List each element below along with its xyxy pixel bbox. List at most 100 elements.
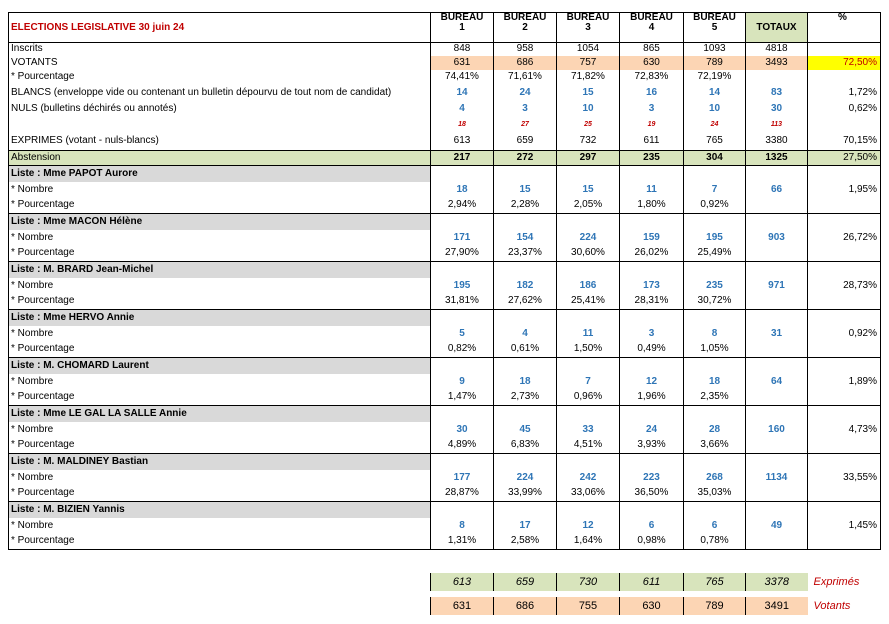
votants-row-total: 3493 — [745, 55, 808, 70]
pourcentage-value: 31,81% — [430, 293, 494, 310]
nombre-value: 6 — [619, 517, 684, 534]
liste-nombre-row: * Nombre 171 154 224 159 195 903 26,72% — [9, 229, 881, 246]
summary-votants-label: Votants — [813, 600, 851, 612]
pourcentage-row-value: 71,61% — [493, 69, 557, 85]
liste-total: 160 — [745, 421, 808, 438]
pourcentage-row-value: 72,83% — [619, 69, 684, 85]
empty-cell — [683, 453, 746, 470]
pourcentage-value: 27,62% — [493, 293, 557, 310]
liste-nombre-row: * Nombre 30 45 33 24 28 160 4,73% — [9, 421, 881, 438]
nombre-value: 18 — [683, 373, 746, 390]
nombre-value: 224 — [493, 469, 557, 486]
pourcentage-row-total — [745, 69, 808, 85]
nombre-value: 5 — [430, 325, 494, 342]
pourcentage-row: * Pourcentage 74,41% 71,61% 71,82% 72,83% 72,… — [9, 69, 881, 85]
pourcentage-value: 30,60% — [556, 245, 620, 262]
nombre-label: * Nombre — [11, 279, 54, 291]
nombre-value: 223 — [619, 469, 684, 486]
empty-cell — [493, 501, 557, 518]
blancs-row-label: BLANCS (enveloppe vide ou contenant un b… — [11, 86, 392, 98]
liste-total: 971 — [745, 277, 808, 294]
pourcentage-value: 28,87% — [430, 485, 494, 502]
bureau-number: 4 — [648, 22, 655, 33]
liste-name: Liste : M. BIZIEN Yannis — [8, 501, 431, 518]
pourcentage-value: 6,83% — [493, 437, 557, 454]
pourcentage-value: 1,05% — [683, 341, 746, 358]
nombre-value: 11 — [556, 325, 620, 342]
pourcentage-row-value: 72,19% — [683, 69, 746, 85]
liste-percent: 1,95% — [848, 183, 877, 195]
exprimes-row-value: 611 — [619, 132, 684, 151]
empty-cell — [807, 293, 881, 310]
pourcentage-value: 2,05% — [556, 197, 620, 214]
pourcentage-value: 25,49% — [683, 245, 746, 262]
bureau-header: BUREAU 5 — [683, 12, 746, 43]
bureau-header: BUREAU 1 — [430, 12, 494, 43]
blancs-row: BLANCS (enveloppe vide ou contenant un b… — [9, 84, 881, 101]
empty-cell — [619, 405, 684, 422]
liste-pourcentage-row: * Pourcentage 2,94% 2,28% 2,05% 1,80% 0,92% — [8, 197, 881, 214]
liste-pourcentage-row: * Pourcentage 0,82% 0,61% 1,50% 0,49% 1,05% — [8, 341, 881, 358]
nombre-label: * Nombre — [11, 519, 54, 531]
empty-cell — [745, 165, 808, 182]
summary-exprimes-value: 613 — [430, 573, 494, 591]
empty-cell — [683, 213, 746, 230]
empty-cell — [619, 165, 684, 182]
subtotal-row-value: 19 — [619, 116, 684, 133]
empty-cell — [619, 453, 684, 470]
nombre-value: 186 — [556, 277, 620, 294]
empty-cell — [619, 501, 684, 518]
pourcentage-label: * Pourcentage — [8, 245, 431, 262]
liste-header-row: Liste : M. MALDINEY Bastian — [8, 453, 881, 470]
pourcentage-value: 2,28% — [493, 197, 557, 214]
summary-table: 613 659 730 611 765 3378 Exprimés 631 686 755 630 7… — [430, 573, 881, 615]
empty-cell — [619, 357, 684, 374]
summary-votants-value: 755 — [556, 597, 620, 615]
votants-row-value: 631 — [430, 55, 494, 70]
exprimes-row-value: 613 — [430, 132, 494, 151]
nombre-value: 18 — [430, 181, 494, 198]
abstension-row-percent: 27,50% — [807, 150, 881, 166]
pourcentage-value: 0,82% — [430, 341, 494, 358]
blancs-row-percent: 1,72% — [848, 86, 877, 98]
pourcentage-value: 1,47% — [430, 389, 494, 406]
pourcentage-value: 28,31% — [619, 293, 684, 310]
header-row: ELECTIONS LEGISLATIVE 30 juin 24 BUREAU 1 B… — [8, 12, 881, 43]
liste-percent: 28,73% — [843, 279, 877, 291]
inscrits-row-value: 1054 — [556, 42, 620, 56]
totaux-header: TOTAUX — [745, 12, 808, 43]
exprimes-row-percent: 70,15% — [843, 135, 877, 147]
pourcentage-value: 2,35% — [683, 389, 746, 406]
subtotal-row-total: 113 — [745, 116, 808, 133]
empty-cell — [430, 357, 494, 374]
liste-total: 64 — [745, 373, 808, 390]
exprimes-row-value: 765 — [683, 132, 746, 151]
pourcentage-row-label: * Pourcentage — [11, 71, 75, 82]
nombre-value: 9 — [430, 373, 494, 390]
pourcentage-value: 2,58% — [493, 533, 557, 550]
nuls-row-total: 30 — [745, 100, 808, 117]
liste-nombre-row: * Nombre 9 18 7 12 18 64 1,89% — [9, 373, 881, 390]
exprimes-row-value: 659 — [493, 132, 557, 151]
liste-pourcentage-row: * Pourcentage 27,90% 23,37% 30,60% 26,02% 25,… — [8, 245, 881, 262]
liste-header-row: Liste : Mme HERVO Annie — [8, 309, 881, 326]
empty-cell — [683, 405, 746, 422]
pourcentage-value: 4,51% — [556, 437, 620, 454]
subtotal-row-value: 25 — [556, 116, 620, 133]
blancs-row-value: 16 — [619, 84, 684, 101]
pourcentage-label: * Pourcentage — [8, 197, 431, 214]
subtotal-row-value: 27 — [493, 116, 557, 133]
empty-cell — [683, 309, 746, 326]
bureau-number: 3 — [585, 22, 591, 33]
nombre-value: 224 — [556, 229, 620, 246]
liste-nombre-row: * Nombre 177 224 242 223 268 1134 33,55% — [9, 469, 881, 486]
abstension-row-value: 235 — [619, 150, 684, 166]
nombre-value: 33 — [556, 421, 620, 438]
inscrits-row-value: 865 — [619, 42, 684, 56]
blancs-row-value: 15 — [556, 84, 620, 101]
pourcentage-row-value: 74,41% — [430, 69, 494, 85]
exprimes-row-total: 3380 — [745, 132, 808, 151]
summary-votants-value: 789 — [683, 597, 746, 615]
nombre-value: 12 — [619, 373, 684, 390]
pourcentage-value: 33,99% — [493, 485, 557, 502]
